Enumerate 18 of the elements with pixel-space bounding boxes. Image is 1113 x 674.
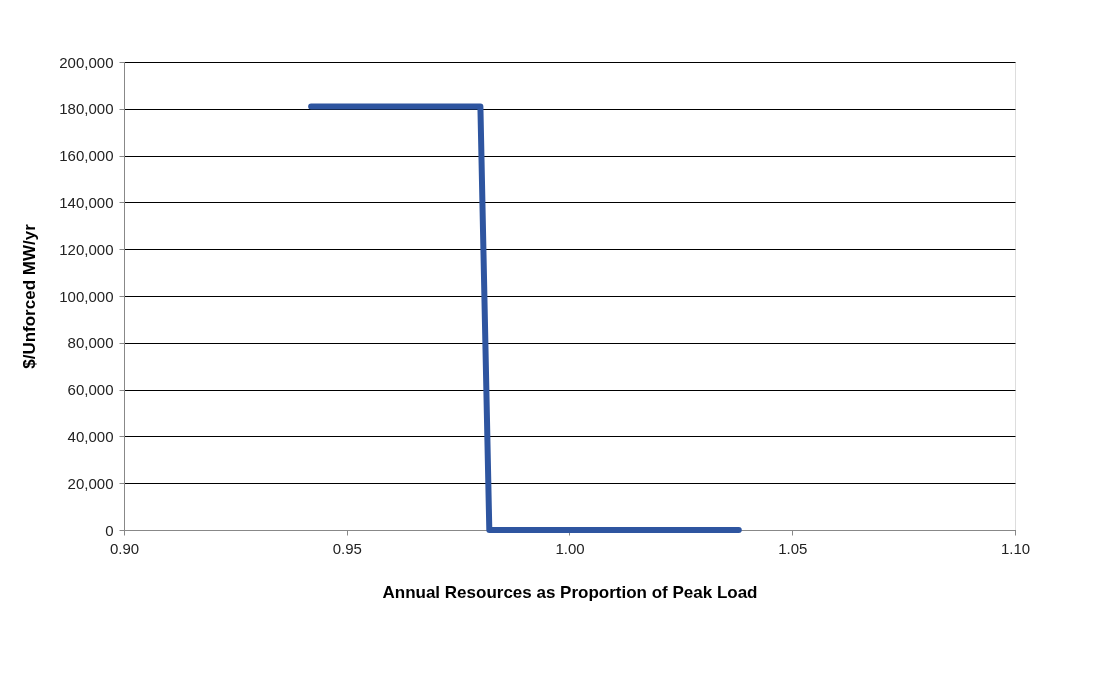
x-tick-label: 0.95 <box>332 539 362 557</box>
x-tick-label: 1.05 <box>778 539 808 557</box>
y-tick-label: 120,000 <box>59 240 114 258</box>
y-axis-title: $/Unforced MW/yr <box>20 223 40 369</box>
y-tick-label: 20,000 <box>67 474 114 492</box>
y-tick-label: 60,000 <box>67 381 114 399</box>
y-tick-label: 40,000 <box>67 427 114 445</box>
y-tick-label: 100,000 <box>59 287 114 305</box>
y-tick-label: 0 <box>105 521 114 539</box>
x-tick-label: 1.00 <box>555 539 585 557</box>
x-tick-label: 1.10 <box>1000 539 1031 557</box>
y-tick-label: 200,000 <box>59 53 114 71</box>
y-tick-label: 140,000 <box>59 193 114 211</box>
y-tick-label: 180,000 <box>59 100 114 118</box>
x-axis-title: Annual Resources as Proportion of Peak Load <box>382 582 758 602</box>
y-tick-label: 160,000 <box>59 147 114 165</box>
x-tick-label: 0.90 <box>109 539 140 557</box>
y-tick-label: 80,000 <box>67 334 114 352</box>
